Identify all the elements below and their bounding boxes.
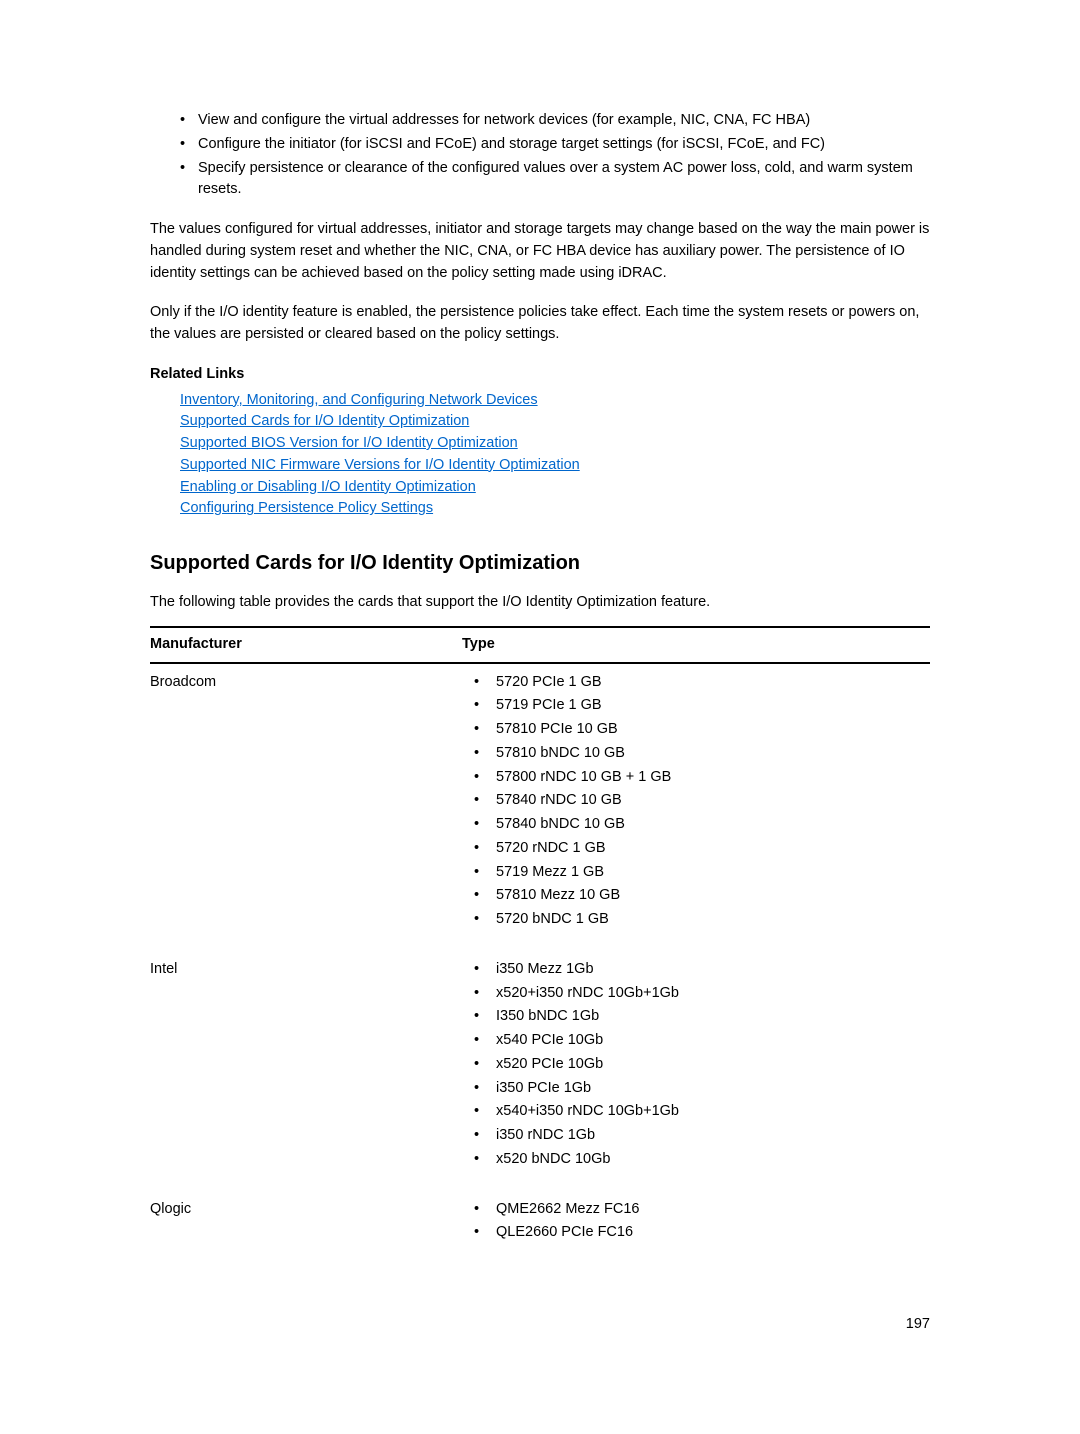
manufacturer-cell: Qlogic — [150, 1191, 462, 1265]
page-number: 197 — [150, 1314, 930, 1336]
type-cell: QME2662 Mezz FC16 QLE2660 PCIe FC16 — [462, 1191, 930, 1265]
supported-cards-table: Manufacturer Type Broadcom 5720 PCIe 1 G… — [150, 626, 930, 1264]
table-header-type: Type — [462, 627, 930, 663]
related-link[interactable]: Configuring Persistence Policy Settings — [180, 498, 930, 520]
type-item: 5719 PCIe 1 GB — [474, 695, 930, 717]
type-cell: 5720 PCIe 1 GB 5719 PCIe 1 GB 57810 PCIe… — [462, 663, 930, 951]
type-item: x540 PCIe 10Gb — [474, 1030, 930, 1052]
type-item: 57800 rNDC 10 GB + 1 GB — [474, 767, 930, 789]
type-item: QLE2660 PCIe FC16 — [474, 1222, 930, 1244]
intro-bullet-item: View and configure the virtual addresses… — [180, 110, 930, 132]
type-list: 5720 PCIe 1 GB 5719 PCIe 1 GB 57810 PCIe… — [462, 672, 930, 931]
manufacturer-cell: Intel — [150, 951, 462, 1191]
type-item: 57810 PCIe 10 GB — [474, 719, 930, 741]
related-link[interactable]: Supported Cards for I/O Identity Optimiz… — [180, 411, 930, 433]
type-item: x520 bNDC 10Gb — [474, 1149, 930, 1171]
type-cell: i350 Mezz 1Gb x520+i350 rNDC 10Gb+1Gb I3… — [462, 951, 930, 1191]
type-item: x520 PCIe 10Gb — [474, 1054, 930, 1076]
type-item: i350 Mezz 1Gb — [474, 959, 930, 981]
type-item: i350 rNDC 1Gb — [474, 1125, 930, 1147]
body-paragraph: The values configured for virtual addres… — [150, 219, 930, 284]
intro-bullet-list: View and configure the virtual addresses… — [150, 110, 930, 201]
related-link[interactable]: Inventory, Monitoring, and Configuring N… — [180, 390, 930, 412]
type-list: QME2662 Mezz FC16 QLE2660 PCIe FC16 — [462, 1199, 930, 1245]
type-item: 57840 rNDC 10 GB — [474, 790, 930, 812]
type-item: i350 PCIe 1Gb — [474, 1078, 930, 1100]
related-link[interactable]: Supported NIC Firmware Versions for I/O … — [180, 455, 930, 477]
type-item: 57840 bNDC 10 GB — [474, 814, 930, 836]
type-item: I350 bNDC 1Gb — [474, 1006, 930, 1028]
intro-bullet-item: Configure the initiator (for iSCSI and F… — [180, 134, 930, 156]
related-links-section: Related Links Inventory, Monitoring, and… — [150, 364, 930, 520]
manufacturer-cell: Broadcom — [150, 663, 462, 951]
type-item: 5720 rNDC 1 GB — [474, 838, 930, 860]
related-link[interactable]: Enabling or Disabling I/O Identity Optim… — [180, 477, 930, 499]
type-item: 5719 Mezz 1 GB — [474, 862, 930, 884]
intro-bullet-item: Specify persistence or clearance of the … — [180, 158, 930, 202]
related-link[interactable]: Supported BIOS Version for I/O Identity … — [180, 433, 930, 455]
type-item: 5720 PCIe 1 GB — [474, 672, 930, 694]
section-heading: Supported Cards for I/O Identity Optimiz… — [150, 548, 930, 578]
table-row: Intel i350 Mezz 1Gb x520+i350 rNDC 10Gb+… — [150, 951, 930, 1191]
body-paragraph: Only if the I/O identity feature is enab… — [150, 302, 930, 346]
table-row: Broadcom 5720 PCIe 1 GB 5719 PCIe 1 GB 5… — [150, 663, 930, 951]
type-item: x520+i350 rNDC 10Gb+1Gb — [474, 983, 930, 1005]
type-item: 57810 Mezz 10 GB — [474, 885, 930, 907]
related-links-list: Inventory, Monitoring, and Configuring N… — [150, 390, 930, 521]
table-row: Qlogic QME2662 Mezz FC16 QLE2660 PCIe FC… — [150, 1191, 930, 1265]
table-intro-text: The following table provides the cards t… — [150, 592, 930, 614]
type-list: i350 Mezz 1Gb x520+i350 rNDC 10Gb+1Gb I3… — [462, 959, 930, 1171]
related-links-header: Related Links — [150, 364, 930, 386]
type-item: x540+i350 rNDC 10Gb+1Gb — [474, 1101, 930, 1123]
type-item: 5720 bNDC 1 GB — [474, 909, 930, 931]
type-item: 57810 bNDC 10 GB — [474, 743, 930, 765]
table-header-manufacturer: Manufacturer — [150, 627, 462, 663]
type-item: QME2662 Mezz FC16 — [474, 1199, 930, 1221]
